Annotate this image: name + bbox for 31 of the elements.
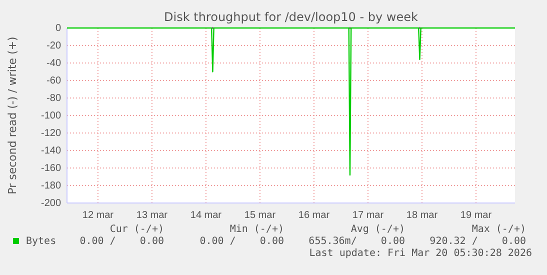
- x-tick-label: 16 mar: [298, 210, 330, 222]
- text: 0.00 / 0.00: [200, 236, 284, 247]
- x-tick-label: 17 mar: [352, 210, 384, 222]
- text: 0.00 / 0.00: [80, 236, 164, 247]
- y-tick-label: -180: [40, 180, 62, 192]
- x-tick-label: 15 mar: [244, 210, 276, 222]
- x-tick-label: 19 mar: [460, 210, 492, 222]
- text: 655.36m/ 0.00: [308, 236, 405, 247]
- text: Min (-/+): [230, 224, 284, 235]
- legend-label: Bytes: [26, 236, 56, 247]
- y-tick-label: -140: [40, 146, 62, 157]
- x-tick-label: 12 mar: [82, 210, 114, 222]
- y-tick-label: 0: [55, 23, 62, 34]
- y-tick-label: -20: [46, 40, 62, 52]
- y-tick-label: -80: [46, 93, 62, 104]
- text: Cur (-/+): [110, 224, 164, 235]
- y-axis-title: Pr second read (-) / write (+): [6, 36, 19, 194]
- text: Last update: Fri Mar 20 05:30:28 2026: [309, 248, 532, 259]
- x-tick-label: 18 mar: [406, 210, 438, 222]
- text: 920.32 / 0.00: [430, 236, 526, 247]
- y-tick-label: -100: [40, 110, 62, 122]
- y-tick-label: -120: [40, 128, 62, 140]
- text: Max (-/+): [472, 224, 526, 235]
- y-tick-label: -40: [46, 58, 62, 70]
- text: Avg (-/+): [350, 224, 405, 235]
- x-tick-label: 13 mar: [136, 210, 168, 222]
- x-tick-label: 14 mar: [190, 210, 222, 222]
- chart-title: Disk throughput for /dev/loop10 - by week: [164, 10, 418, 24]
- y-tick-label: -60: [46, 76, 62, 87]
- y-tick-label: -160: [40, 163, 62, 174]
- y-tick-label: -200: [40, 198, 62, 210]
